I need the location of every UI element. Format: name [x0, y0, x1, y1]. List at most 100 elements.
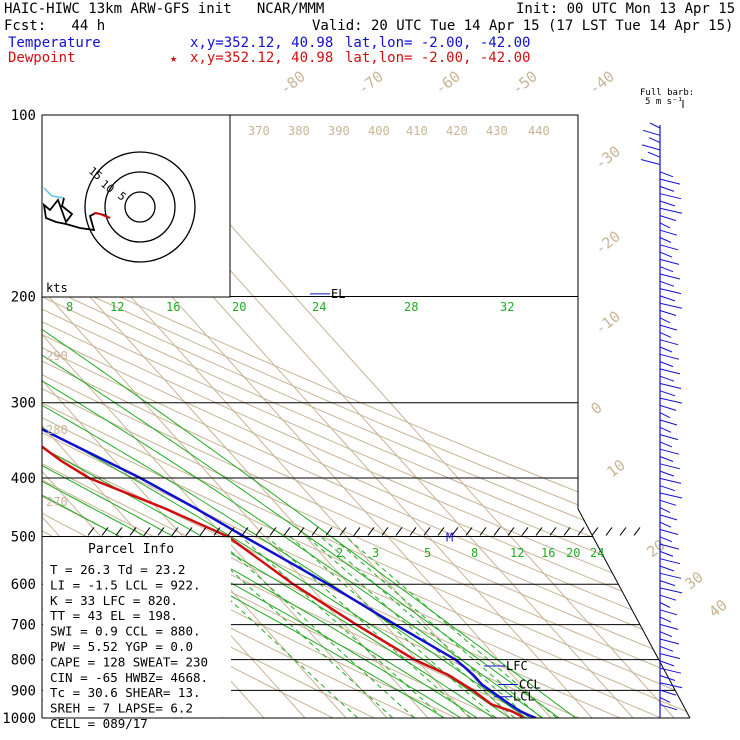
forecast-hour: Fcst: 44 h	[4, 18, 106, 34]
parcel-row: CIN = -65 HWBZ= 4668.	[50, 670, 208, 685]
hatch-mark	[409, 527, 417, 536]
wind-barb	[659, 397, 683, 404]
wind-barb	[659, 631, 673, 638]
moist-adiabat-line	[42, 220, 527, 718]
wind-barb	[659, 667, 682, 674]
hatch-mark	[451, 527, 459, 536]
wind-barb	[659, 273, 681, 280]
pressure-tick-label: 700	[11, 618, 36, 634]
hatch-mark	[465, 527, 473, 536]
dry-adiabat-line	[42, 115, 690, 718]
hatch-mark	[157, 527, 165, 536]
temperature-profile	[42, 115, 537, 718]
hatch-mark	[563, 527, 571, 536]
temperature-xy: x,y=352.12, 40.98	[190, 35, 334, 51]
wind-barb	[659, 456, 674, 462]
wind-barb	[659, 660, 675, 667]
dry-adiabat-line	[42, 115, 690, 718]
hatch-mark	[479, 527, 487, 536]
lfc-label: LFC	[506, 659, 528, 673]
wind-barb	[659, 185, 675, 192]
theta-label: 270	[46, 495, 68, 509]
dry-adiabat-line	[42, 115, 334, 718]
mixing-ratio-label: 16	[541, 546, 555, 560]
wind-barb	[659, 310, 677, 316]
wind-barb	[659, 441, 673, 448]
wind-barb	[659, 580, 676, 587]
hatch-mark	[101, 527, 109, 536]
wind-barb	[659, 675, 676, 681]
moist-adiabat-line	[42, 220, 576, 718]
wind-barb	[647, 151, 661, 158]
hatch-mark	[633, 527, 641, 536]
theta-label: 430	[486, 124, 508, 138]
hatch-mark	[185, 527, 193, 536]
wind-barb	[659, 258, 680, 265]
hatch-mark	[395, 527, 403, 536]
wind-barb	[642, 129, 661, 136]
hatch-mark	[619, 527, 627, 536]
wind-barb	[659, 368, 681, 375]
moist-adiabat-label: 20	[232, 300, 246, 314]
hatch-mark	[535, 527, 543, 536]
hodograph-box	[41, 114, 231, 298]
moist-adiabat-label: 28	[404, 300, 418, 314]
moist-adiabat-line	[42, 220, 478, 718]
wind-barb	[659, 572, 682, 579]
wind-barb	[659, 689, 677, 696]
pressure-tick-label: 900	[11, 683, 36, 699]
isotherm-line	[42, 115, 388, 718]
theta-label: 370	[248, 124, 270, 138]
dry-adiabat-line	[42, 115, 662, 718]
theta-label: 290	[46, 349, 68, 363]
wind-barb	[659, 222, 671, 229]
hatch-mark	[605, 527, 613, 536]
wind-barb	[659, 251, 673, 258]
dry-adiabat-line	[42, 115, 690, 718]
moist-adiabat-label: 8	[66, 300, 73, 314]
dry-adiabat-line	[42, 115, 690, 718]
theta-label: 390	[328, 124, 350, 138]
parcel-row: TT = 43 EL = 198.	[50, 608, 178, 623]
hodograph-units: kts	[46, 281, 68, 295]
wind-barb	[641, 144, 661, 151]
dewpoint-xy: x,y=352.12, 40.98	[190, 50, 334, 66]
wind-barb	[659, 565, 675, 572]
wind-barb	[659, 302, 683, 309]
isotherm-label: -30	[591, 142, 623, 173]
wind-barb	[659, 499, 677, 506]
wind-barb	[659, 171, 674, 178]
hatch-mark	[171, 527, 179, 536]
moist-adiabat-line	[42, 220, 544, 718]
wind-barb	[659, 280, 675, 287]
pressure-tick-label: 800	[11, 653, 36, 669]
dry-adiabat-line	[42, 115, 690, 718]
wind-barb	[659, 193, 682, 200]
hatch-mark	[591, 527, 599, 536]
moist-adiabat-line	[42, 220, 560, 718]
hatch-mark	[353, 527, 361, 536]
wind-barb	[659, 623, 679, 630]
mixing-ratio-line	[240, 536, 444, 718]
valid-time: Valid: 20 UTC Tue 14 Apr 15 (17 LST Tue …	[312, 18, 734, 34]
wind-barb	[659, 492, 683, 499]
mixing-ratio-label: 24	[590, 546, 604, 560]
wind-barb	[659, 353, 680, 360]
mixing-ratio-line	[214, 536, 415, 718]
wind-barb	[659, 331, 672, 338]
dewpoint-latlon: lat,lon= -2.00, -42.00	[345, 50, 531, 66]
isotherm-label: 20	[643, 536, 668, 561]
init-time: Init: 00 UTC Mon 13 Apr 15	[516, 1, 736, 17]
wind-barb	[659, 587, 683, 594]
hatch-mark	[549, 527, 557, 536]
star-icon: ★	[170, 51, 178, 65]
hatch-mark	[311, 527, 319, 536]
theta-label: 420	[446, 124, 468, 138]
parcel-row: SREH = 7 LAPSE= 6.2	[50, 701, 193, 716]
parcel-panel	[43, 537, 231, 717]
hatch-mark	[269, 527, 277, 536]
wind-barb	[648, 137, 661, 144]
isotherm-label: -50	[508, 67, 540, 98]
isotherm-label: 10	[603, 456, 628, 481]
